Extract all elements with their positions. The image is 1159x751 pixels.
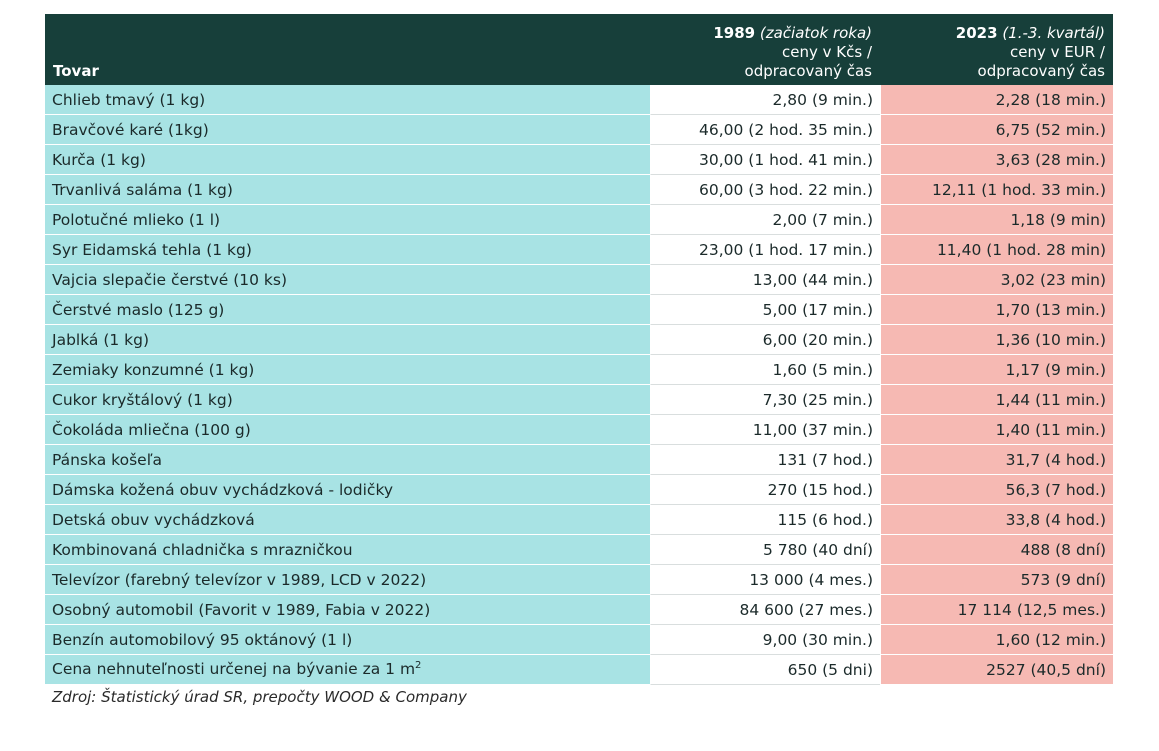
value-2023-cell: 1,70 (13 min.) — [880, 295, 1113, 325]
value-1989-cell: 13,00 (44 min.) — [650, 265, 880, 295]
value-1989-cell: 6,00 (20 min.) — [650, 325, 880, 355]
value-2023-cell: 1,40 (11 min.) — [880, 415, 1113, 445]
source-note: Zdroj: Štatistický úrad SR, prepočty WOO… — [52, 688, 467, 706]
value-2023-cell: 56,3 (7 hod.) — [880, 475, 1113, 505]
table-row: Vajcia slepačie čerstvé (10 ks) 13,00 (44… — [45, 265, 1113, 295]
item-cell: Bravčové karé (1kg) — [45, 115, 650, 145]
item-cell: Televízor (farebný televízor v 1989, LCD… — [45, 565, 650, 595]
value-2023-cell: 1,36 (10 min.) — [880, 325, 1113, 355]
value-1989-cell: 115 (6 hod.) — [650, 505, 880, 535]
item-cell: Chlieb tmavý (1 kg) — [45, 85, 650, 115]
item-cell: Pánska košeľa — [45, 445, 650, 475]
value-1989-cell: 1,60 (5 min.) — [650, 355, 880, 385]
item-cell: Kurča (1 kg) — [45, 145, 650, 175]
value-2023-cell: 488 (8 dní) — [880, 535, 1113, 565]
value-1989-cell: 84 600 (27 mes.) — [650, 595, 880, 625]
header-2023: 2023 (1.-3. kvartál) ceny v EUR / odprac… — [880, 14, 1113, 85]
item-cell: Kombinovaná chladnička s mrazničkou — [45, 535, 650, 565]
header-1989-sub2: odpracovaný čas — [744, 62, 872, 80]
header-1989-note: (začiatok roka) — [759, 24, 872, 42]
value-1989-cell: 46,00 (2 hod. 35 min.) — [650, 115, 880, 145]
item-cell: Detská obuv vychádzková — [45, 505, 650, 535]
item-cell: Čerstvé maslo (125 g) — [45, 295, 650, 325]
value-2023-cell: 2527 (40,5 dní) — [880, 655, 1113, 685]
value-1989-cell: 30,00 (1 hod. 41 min.) — [650, 145, 880, 175]
item-cell: Osobný automobil (Favorit v 1989, Fabia … — [45, 595, 650, 625]
value-2023-cell: 11,40 (1 hod. 28 min) — [880, 235, 1113, 265]
item-cell: Jablká (1 kg) — [45, 325, 650, 355]
table-row: Zemiaky konzumné (1 kg) 1,60 (5 min.) 1,17… — [45, 355, 1113, 385]
value-1989-cell: 5,00 (17 min.) — [650, 295, 880, 325]
value-2023-cell: 17 114 (12,5 mes.) — [880, 595, 1113, 625]
value-2023-cell: 31,7 (4 hod.) — [880, 445, 1113, 475]
value-1989-cell: 7,30 (25 min.) — [650, 385, 880, 415]
table-row: Čerstvé maslo (125 g) 5,00 (17 min.) 1,70 … — [45, 295, 1113, 325]
value-1989-cell: 60,00 (3 hod. 22 min.) — [650, 175, 880, 205]
value-1989-cell: 5 780 (40 dní) — [650, 535, 880, 565]
table-row: Syr Eidamská tehla (1 kg) 23,00 (1 hod. 1… — [45, 235, 1113, 265]
item-cell: Benzín automobilový 95 oktánový (1 l) — [45, 625, 650, 655]
header-row: Tovar 1989 (začiatok roka) ceny v Kčs / … — [45, 14, 1113, 85]
value-1989-cell: 131 (7 hod.) — [650, 445, 880, 475]
table-row: Benzín automobilový 95 oktánový (1 l) 9,0… — [45, 625, 1113, 655]
header-1989-sub1: ceny v Kčs / — [782, 43, 872, 61]
header-1989: 1989 (začiatok roka) ceny v Kčs / odprac… — [650, 14, 880, 85]
table-row: Cukor kryštálový (1 kg) 7,30 (25 min.) 1,4… — [45, 385, 1113, 415]
table-header: Tovar 1989 (začiatok roka) ceny v Kčs / … — [45, 14, 1113, 85]
item-cell: Polotučné mlieko (1 l) — [45, 205, 650, 235]
item-cell: Cukor kryštálový (1 kg) — [45, 385, 650, 415]
table-row: Kurča (1 kg) 30,00 (1 hod. 41 min.) 3,63 (… — [45, 145, 1113, 175]
value-2023-cell: 1,44 (11 min.) — [880, 385, 1113, 415]
value-2023-cell: 12,11 (1 hod. 33 min.) — [880, 175, 1113, 205]
item-cell: Čokoláda mliečna (100 g) — [45, 415, 650, 445]
table-row: Osobný automobil (Favorit v 1989, Fabia … — [45, 595, 1113, 625]
header-2023-year: 2023 — [955, 24, 998, 42]
value-2023-cell: 33,8 (4 hod.) — [880, 505, 1113, 535]
table-row: Čokoláda mliečna (100 g) 11,00 (37 min.) 1… — [45, 415, 1113, 445]
item-cell: Syr Eidamská tehla (1 kg) — [45, 235, 650, 265]
value-1989-cell: 2,80 (9 min.) — [650, 85, 880, 115]
header-2023-sub2: odpracovaný čas — [977, 62, 1105, 80]
value-1989-cell: 650 (5 dni) — [650, 655, 880, 685]
table-row: Televízor (farebný televízor v 1989, LCD… — [45, 565, 1113, 595]
table-row: Polotučné mlieko (1 l) 2,00 (7 min.) 1,18 … — [45, 205, 1113, 235]
table-row: Bravčové karé (1kg) 46,00 (2 hod. 35 min.… — [45, 115, 1113, 145]
table-row: Jablká (1 kg) 6,00 (20 min.) 1,36 (10 min.… — [45, 325, 1113, 355]
header-1989-year: 1989 — [713, 24, 756, 42]
value-1989-cell: 270 (15 hod.) — [650, 475, 880, 505]
value-1989-cell: 2,00 (7 min.) — [650, 205, 880, 235]
table-row: Chlieb tmavý (1 kg) 2,80 (9 min.) 2,28 (18… — [45, 85, 1113, 115]
value-2023-cell: 2,28 (18 min.) — [880, 85, 1113, 115]
item-cell: Dámska kožená obuv vychádzková - lodičky — [45, 475, 650, 505]
table-row: Cena nehnuteľnosti určenej na bývanie za… — [45, 655, 1113, 685]
value-1989-cell: 13 000 (4 mes.) — [650, 565, 880, 595]
table-body: Chlieb tmavý (1 kg) 2,80 (9 min.) 2,28 (18… — [45, 85, 1113, 685]
item-cell: Cena nehnuteľnosti určenej na bývanie za… — [45, 655, 650, 685]
table-row: Pánska košeľa 131 (7 hod.) 31,7 (4 hod.) — [45, 445, 1113, 475]
item-cell: Vajcia slepačie čerstvé (10 ks) — [45, 265, 650, 295]
value-1989-cell: 9,00 (30 min.) — [650, 625, 880, 655]
value-2023-cell: 1,17 (9 min.) — [880, 355, 1113, 385]
value-1989-cell: 11,00 (37 min.) — [650, 415, 880, 445]
item-label: Cena nehnuteľnosti určenej na bývanie za… — [52, 660, 416, 679]
table-row: Detská obuv vychádzková 115 (6 hod.) 33,8 … — [45, 505, 1113, 535]
value-2023-cell: 1,60 (12 min.) — [880, 625, 1113, 655]
header-2023-note: (1.-3. kvartál) — [1002, 24, 1105, 42]
superscript: 2 — [415, 660, 422, 672]
table-row: Dámska kožená obuv vychádzková - lodičky… — [45, 475, 1113, 505]
value-2023-cell: 3,02 (23 min) — [880, 265, 1113, 295]
item-cell: Zemiaky konzumné (1 kg) — [45, 355, 650, 385]
value-2023-cell: 6,75 (52 min.) — [880, 115, 1113, 145]
header-2023-sub1: ceny v EUR / — [1010, 43, 1105, 61]
value-1989-cell: 23,00 (1 hod. 17 min.) — [650, 235, 880, 265]
table-row: Trvanlivá saláma (1 kg) 60,00 (3 hod. 22 … — [45, 175, 1113, 205]
value-2023-cell: 573 (9 dní) — [880, 565, 1113, 595]
item-cell: Trvanlivá saláma (1 kg) — [45, 175, 650, 205]
table-row: Kombinovaná chladnička s mrazničkou 5 780… — [45, 535, 1113, 565]
value-2023-cell: 1,18 (9 min) — [880, 205, 1113, 235]
price-comparison-table-container: Tovar 1989 (začiatok roka) ceny v Kčs / … — [45, 14, 1113, 685]
price-comparison-table: Tovar 1989 (začiatok roka) ceny v Kčs / … — [45, 14, 1113, 685]
value-2023-cell: 3,63 (28 min.) — [880, 145, 1113, 175]
header-item: Tovar — [45, 14, 650, 85]
